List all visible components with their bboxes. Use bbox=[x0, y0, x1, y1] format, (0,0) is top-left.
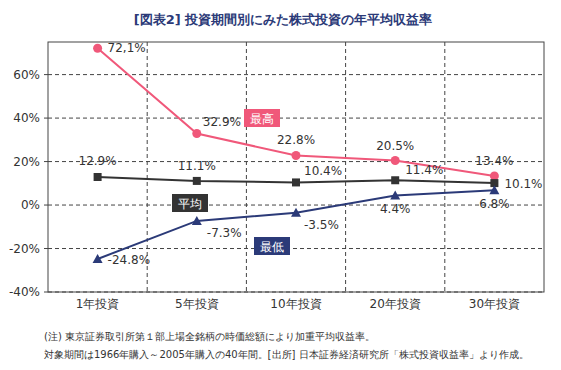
x-tick-label: 10年投資 bbox=[270, 297, 321, 311]
y-tick-label: 0% bbox=[21, 198, 40, 212]
series-name-box bbox=[254, 237, 290, 255]
data-label: -3.5% bbox=[304, 218, 339, 232]
data-label: 10.1% bbox=[504, 177, 542, 191]
grid bbox=[44, 42, 544, 292]
marker bbox=[292, 178, 300, 186]
marker bbox=[391, 156, 400, 165]
series-name-box bbox=[172, 194, 208, 212]
x-tick-label: 30年投資 bbox=[469, 297, 520, 311]
y-tick-label: 60% bbox=[13, 68, 40, 82]
chart-container: [図表2] 投資期間別にみた株式投資の年平均収益率 -40% -20% 0% 20% 40… bbox=[0, 0, 561, 370]
x-tick-label: 1年投資 bbox=[76, 297, 120, 311]
marker bbox=[291, 208, 301, 217]
x-tick-label: 5年投資 bbox=[175, 297, 219, 311]
y-tick-label: -20% bbox=[9, 242, 40, 256]
marker bbox=[94, 173, 102, 181]
data-label: 13.4% bbox=[475, 154, 513, 168]
title: [図表2] 投資期間別にみた株式投資の年平均収益率 bbox=[134, 12, 432, 27]
tick-mark bbox=[44, 118, 48, 119]
data-label: -24.8% bbox=[108, 253, 150, 267]
tick-mark bbox=[44, 248, 48, 249]
data-label: 32.9% bbox=[203, 115, 241, 129]
plot-area bbox=[93, 44, 500, 263]
chart-svg: [図表2] 投資期間別にみた株式投資の年平均収益率 -40% -20% 0% 20% 40… bbox=[0, 0, 561, 370]
y-tick-label: -40% bbox=[9, 285, 40, 299]
note: 対象期間は1966年購入～2005年購入の40年間。[出所] 日本証券経済研究所… bbox=[44, 349, 529, 360]
plot-frame bbox=[48, 42, 544, 292]
data-labels: 72,1% 32.9% 22.8% 20.5% 13.4% 12.9% 11.1% 10.4%… bbox=[79, 41, 543, 267]
data-label: 12.9% bbox=[79, 154, 117, 168]
data-label: 4.4% bbox=[380, 202, 411, 216]
x-tick-label: 20年投資 bbox=[370, 297, 421, 311]
marker bbox=[192, 216, 202, 225]
data-label: 22.8% bbox=[277, 133, 315, 147]
grid-line bbox=[48, 161, 544, 162]
series-name-box bbox=[244, 109, 280, 127]
tick-mark bbox=[44, 205, 48, 206]
category-divider bbox=[345, 42, 346, 292]
tick-mark bbox=[44, 161, 48, 162]
data-label: 10.4% bbox=[304, 164, 342, 178]
grid-line bbox=[48, 74, 544, 75]
data-label: 11.4% bbox=[405, 163, 443, 177]
marker bbox=[292, 151, 301, 160]
series-name: 最高 bbox=[250, 112, 274, 126]
tick-mark bbox=[44, 292, 48, 293]
grid-line bbox=[48, 205, 544, 206]
grid-line bbox=[48, 118, 544, 119]
series-line bbox=[98, 48, 495, 176]
data-label: 11.1% bbox=[178, 159, 216, 173]
series-line bbox=[98, 190, 495, 259]
series-name: 平均 bbox=[178, 197, 202, 211]
data-label: -7.3% bbox=[207, 226, 242, 240]
y-tick-label: 20% bbox=[13, 155, 40, 169]
y-tick-label: 40% bbox=[13, 111, 40, 125]
tick-mark bbox=[44, 74, 48, 75]
marker bbox=[192, 129, 201, 138]
category-divider bbox=[444, 42, 445, 292]
marker bbox=[93, 44, 102, 53]
series-name: 最低 bbox=[260, 240, 284, 254]
category-divider bbox=[246, 42, 247, 292]
data-label: 72,1% bbox=[108, 41, 146, 55]
marker bbox=[93, 254, 103, 263]
marker bbox=[489, 185, 499, 194]
note: (注) 東京証券取引所第１部上場全銘柄の時価総額により加重平均収益率。 bbox=[44, 331, 375, 342]
marker bbox=[390, 190, 400, 199]
marker bbox=[490, 171, 499, 180]
marker bbox=[391, 176, 399, 184]
data-label: 20.5% bbox=[376, 139, 414, 153]
data-label: 6.8% bbox=[479, 197, 510, 211]
marker bbox=[193, 177, 201, 185]
